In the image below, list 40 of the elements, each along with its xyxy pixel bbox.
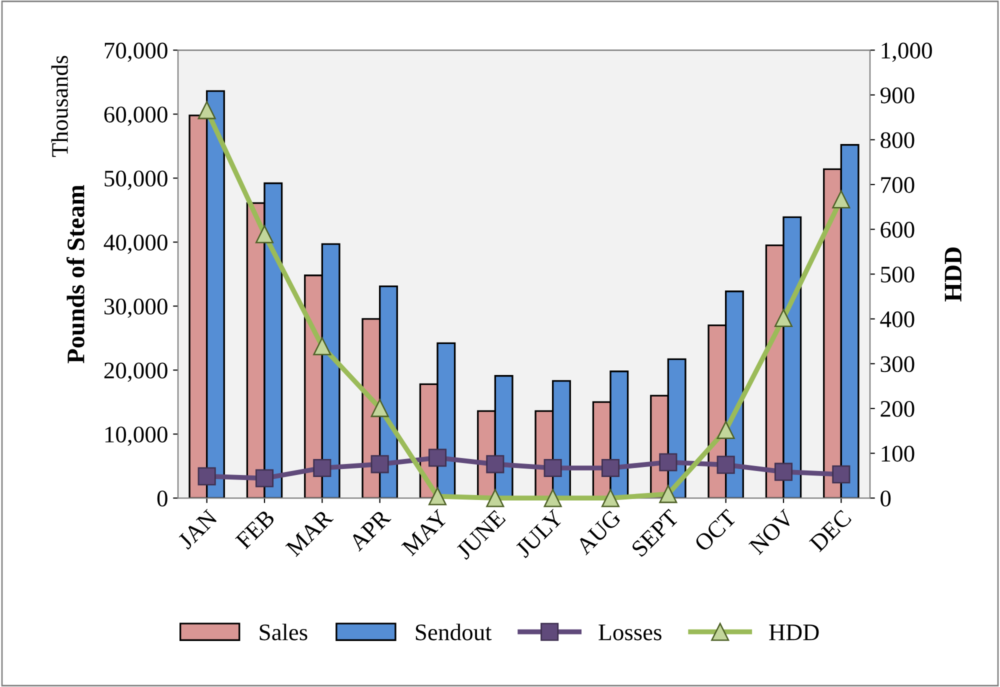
y2-tick-label: 1,000 <box>882 42 932 62</box>
y2-tick-label: 600 <box>880 222 914 238</box>
y-tick-label: 50,000 <box>104 170 168 190</box>
y-tick-label: 0 <box>157 490 168 506</box>
point <box>255 469 274 488</box>
y-axis-title: Pounds of Steam <box>66 184 84 364</box>
legend-label: Sendout <box>416 624 492 640</box>
x-tick-label: APR <box>348 508 392 552</box>
y-tick-label: 70,000 <box>104 42 168 62</box>
text: Thousands <box>51 56 68 157</box>
y-tick-label: 60,000 <box>104 106 168 126</box>
y-tick-label: 20,000 <box>104 362 168 382</box>
point <box>370 455 389 474</box>
y2-tick-label: 200 <box>880 400 914 417</box>
y2-tick-label: 400 <box>880 311 914 328</box>
y2-tick-label: 500 <box>881 266 914 283</box>
y-tick-label: 40,000 <box>104 234 168 254</box>
y2-tick-label: 100 <box>882 446 914 462</box>
point <box>832 465 850 484</box>
point <box>659 453 678 472</box>
y-tick-label: 30,000 <box>104 298 168 318</box>
point <box>544 458 562 478</box>
y2-tick-label: 300 <box>880 356 914 372</box>
legend-label: HDD <box>769 624 819 640</box>
point <box>428 448 447 467</box>
y2-tick-label: 900 <box>880 87 914 104</box>
point <box>774 462 793 481</box>
point <box>716 456 735 474</box>
point <box>198 467 216 486</box>
x-tick-label: FEB <box>235 509 276 550</box>
legend-label: Losses <box>598 624 662 640</box>
point <box>313 458 332 478</box>
point <box>601 458 620 478</box>
y2-tick-label: 800 <box>880 132 914 148</box>
legend-label: Sales <box>260 624 308 640</box>
y2-tick-label: 700 <box>881 177 914 193</box>
y2-axis-title: HDD <box>944 248 962 302</box>
point <box>486 455 504 474</box>
y-tick-label: 10,000 <box>105 426 168 446</box>
y2-tick-label: 0 <box>880 490 891 506</box>
